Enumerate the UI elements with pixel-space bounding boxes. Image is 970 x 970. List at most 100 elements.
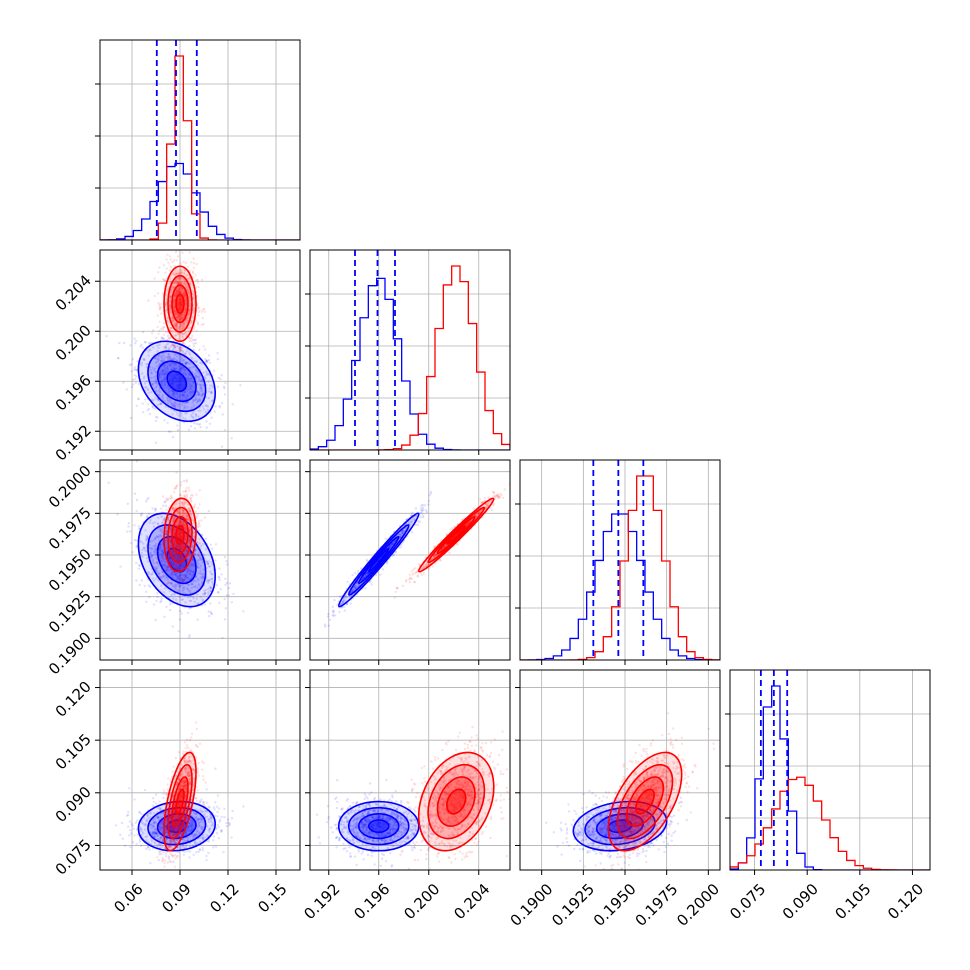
sample-point bbox=[176, 424, 179, 427]
sample-point bbox=[128, 363, 132, 367]
sample-point bbox=[173, 306, 176, 309]
sample-point bbox=[168, 363, 171, 366]
sample-point bbox=[182, 378, 185, 382]
sample-point bbox=[181, 393, 185, 397]
sample-point bbox=[150, 398, 153, 401]
sample-point bbox=[176, 580, 180, 583]
sample-point bbox=[172, 285, 175, 289]
sample-point bbox=[157, 544, 161, 547]
sample-point bbox=[158, 527, 161, 530]
sample-point bbox=[133, 374, 136, 377]
sample-point bbox=[163, 376, 167, 379]
sample-point bbox=[175, 471, 178, 474]
sample-point bbox=[205, 420, 208, 423]
sample-point bbox=[172, 490, 176, 494]
sample-point bbox=[185, 334, 188, 337]
sample-point bbox=[192, 262, 196, 265]
sample-point bbox=[169, 295, 172, 298]
histogram-blue bbox=[310, 277, 510, 450]
sample-point bbox=[164, 371, 167, 375]
sample-point bbox=[186, 288, 189, 291]
sample-point bbox=[182, 260, 185, 264]
panel-frame bbox=[309, 249, 511, 451]
sample-point bbox=[174, 323, 178, 327]
sample-point bbox=[181, 342, 185, 345]
sample-point bbox=[135, 339, 138, 343]
sample-point bbox=[160, 589, 163, 592]
sample-point bbox=[182, 315, 185, 319]
sample-point bbox=[147, 407, 151, 411]
sample-point bbox=[190, 583, 193, 586]
sample-point bbox=[165, 548, 169, 551]
sample-point bbox=[180, 317, 184, 320]
contour-red bbox=[171, 284, 189, 324]
sample-point bbox=[178, 394, 181, 397]
sample-point bbox=[179, 281, 182, 285]
sample-point bbox=[174, 324, 178, 328]
sample-point bbox=[198, 377, 201, 380]
sample-point bbox=[147, 403, 150, 406]
sample-point bbox=[168, 356, 171, 360]
sample-point bbox=[173, 401, 177, 405]
sample-point bbox=[182, 321, 185, 325]
sample-point bbox=[194, 360, 198, 363]
sample-point bbox=[190, 413, 193, 416]
sample-point bbox=[197, 521, 201, 525]
sample-point bbox=[180, 306, 183, 309]
sample-point bbox=[158, 308, 162, 311]
sample-point bbox=[177, 291, 181, 295]
sample-point bbox=[221, 636, 224, 640]
sample-point bbox=[180, 332, 183, 336]
sample-point bbox=[156, 403, 160, 407]
sample-point bbox=[202, 307, 206, 311]
sample-point bbox=[184, 401, 188, 404]
sample-point bbox=[199, 379, 202, 382]
sample-point bbox=[180, 322, 183, 325]
sample-point bbox=[162, 264, 166, 267]
sample-point bbox=[170, 326, 174, 330]
sample-point bbox=[174, 368, 178, 371]
sample-point bbox=[131, 383, 135, 386]
sample-point bbox=[217, 575, 220, 578]
sample-point bbox=[205, 560, 208, 564]
sample-point bbox=[209, 585, 212, 589]
sample-point bbox=[180, 481, 183, 484]
sample-point bbox=[178, 577, 181, 581]
sample-point bbox=[158, 373, 161, 376]
sample-point bbox=[150, 555, 153, 558]
sample-point bbox=[168, 400, 171, 403]
sample-point bbox=[174, 362, 177, 365]
sample-point bbox=[158, 329, 161, 332]
sample-point bbox=[144, 546, 147, 550]
sample-point bbox=[201, 561, 204, 564]
sample-point bbox=[181, 351, 185, 354]
sample-point bbox=[210, 577, 213, 580]
sample-point bbox=[188, 538, 191, 542]
sample-point bbox=[178, 318, 182, 321]
sample-point bbox=[198, 348, 201, 352]
sample-point bbox=[209, 543, 212, 546]
sample-point bbox=[191, 411, 195, 414]
sample-point bbox=[182, 574, 185, 577]
sample-point bbox=[203, 516, 207, 519]
sample-point bbox=[191, 271, 195, 275]
sample-point bbox=[200, 380, 203, 383]
sample-point bbox=[169, 311, 172, 314]
sample-point bbox=[185, 273, 189, 276]
sample-point bbox=[218, 567, 221, 570]
sample-point bbox=[153, 277, 156, 280]
sample-point bbox=[179, 301, 182, 304]
sample-point bbox=[198, 398, 202, 402]
sample-point bbox=[173, 309, 177, 313]
sample-point bbox=[179, 355, 183, 358]
sample-point bbox=[187, 428, 191, 432]
sample-point bbox=[157, 346, 160, 350]
sample-point bbox=[151, 572, 154, 576]
sample-point bbox=[154, 361, 158, 365]
sample-point bbox=[169, 304, 172, 307]
sample-point bbox=[181, 312, 184, 316]
sample-point bbox=[163, 378, 166, 381]
sample-point bbox=[159, 545, 162, 548]
sample-point bbox=[174, 487, 177, 490]
sample-point bbox=[187, 583, 190, 587]
